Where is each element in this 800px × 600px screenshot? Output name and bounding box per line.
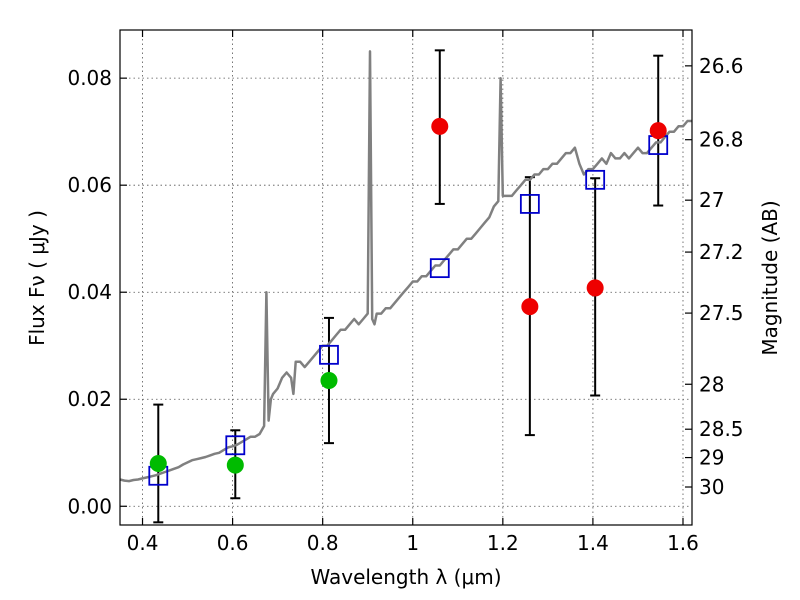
y-tick-label: 0.08 xyxy=(67,66,112,90)
model-photometry-square xyxy=(585,169,606,190)
detection-point xyxy=(149,454,167,472)
x-tick-label: 1.4 xyxy=(577,531,609,555)
y-axis-right-label: Magnitude (AB) xyxy=(758,200,782,355)
model-photometry-square xyxy=(519,194,540,214)
x-tick-label: 0.4 xyxy=(127,531,159,555)
sed-line-layer xyxy=(119,50,692,483)
mag-tick-label: 26.6 xyxy=(699,54,744,78)
x-tick-label: 0.6 xyxy=(217,531,249,555)
mag-tick-label: 27 xyxy=(699,188,724,212)
model-photometry-square xyxy=(319,344,339,365)
x-tick-label: 0.8 xyxy=(307,531,339,555)
y-axis-label: Flux Fν ( μJy ) xyxy=(25,210,49,346)
model-photometry-square xyxy=(429,258,450,279)
y-tick-label: 0.02 xyxy=(67,387,112,411)
model-photometry-square xyxy=(225,435,246,456)
detection-point xyxy=(586,279,604,297)
detection-point xyxy=(226,456,244,474)
y-tick-label: 0.06 xyxy=(67,173,112,197)
mag-tick-label: 28 xyxy=(699,372,724,396)
mag-tick-label: 29 xyxy=(699,446,724,470)
x-tick-label: 1.6 xyxy=(667,531,699,555)
detection-point xyxy=(431,117,449,135)
y-tick-label: 0.00 xyxy=(67,494,112,518)
grid xyxy=(120,30,692,525)
y-tick-label: 0.04 xyxy=(67,280,112,304)
x-tick-label: 1 xyxy=(406,531,419,555)
x-axis-label: Wavelength λ (μm) xyxy=(310,565,501,589)
markers xyxy=(148,117,669,486)
mag-tick-label: 30 xyxy=(699,475,724,499)
ticks: 0.4 0.6 0.8 1 1.2 1.4 1.6 0.00 0.02 0.04 0.06 0.08 2… xyxy=(67,30,744,555)
mag-tick-label: 28.5 xyxy=(699,417,744,441)
mag-tick-label: 26.8 xyxy=(699,128,744,152)
mag-tick-label: 27.5 xyxy=(699,301,744,325)
detection-point xyxy=(320,372,338,390)
detection-point xyxy=(649,122,667,140)
plot-frame xyxy=(119,29,693,526)
x-tick-label: 1.2 xyxy=(487,531,519,555)
sed-model-line xyxy=(119,50,692,483)
detection-point xyxy=(521,298,539,316)
mag-tick-label: 27.2 xyxy=(699,240,744,264)
